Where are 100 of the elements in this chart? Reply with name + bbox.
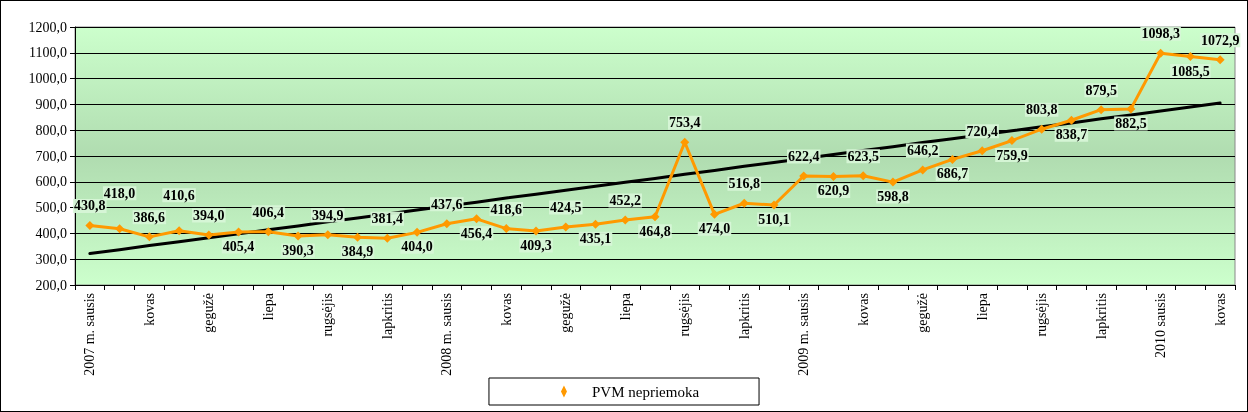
y-tick-label: 300,0 — [35, 251, 67, 267]
point — [1156, 48, 1166, 58]
x-tick-label: lapkritis — [1093, 293, 1109, 339]
point — [323, 230, 333, 240]
point — [650, 212, 660, 222]
data-label: 435,1 — [579, 231, 612, 247]
data-label: 390,3 — [282, 242, 314, 258]
x-tick-label: lapkritis — [736, 293, 752, 339]
data-label: 510,1 — [758, 211, 790, 227]
point — [472, 214, 482, 224]
y-tick-label: 500,0 — [35, 200, 67, 216]
point — [115, 224, 125, 234]
x-tick-label: kovas — [498, 293, 514, 326]
point — [174, 226, 184, 236]
data-label: 623,5 — [847, 148, 879, 164]
data-label: 464,8 — [639, 223, 671, 239]
data-label: 759,9 — [996, 147, 1028, 163]
x-tick-label: kovas — [141, 293, 157, 326]
x-tick-label: gegužė — [201, 293, 217, 333]
data-label: 381,4 — [371, 211, 404, 227]
y-tick-label: 1200,0 — [28, 19, 67, 35]
data-label: 1098,3 — [1141, 26, 1180, 42]
x-tick-label: rugsėjis — [320, 293, 336, 337]
x-tick-label: rugsėjis — [677, 293, 693, 337]
data-label: 598,8 — [877, 189, 909, 205]
data-label: 456,4 — [460, 225, 493, 241]
data-label: 409,3 — [520, 238, 552, 253]
y-tick-label: 800,0 — [35, 122, 67, 138]
y-tick-label: 200,0 — [35, 277, 67, 293]
legend-label: PVM nepriemoka — [591, 383, 700, 400]
data-label: 418,6 — [490, 201, 523, 217]
data-label: 424,5 — [550, 200, 582, 216]
data-label: 384,9 — [341, 244, 374, 260]
data-label: 430,8 — [74, 198, 106, 214]
x-tick-label: 2009 m. sausis — [796, 293, 812, 376]
point — [293, 231, 303, 241]
point — [85, 220, 95, 230]
y-tick-label: 1100,0 — [29, 45, 67, 61]
point — [382, 233, 392, 243]
x-tick-label: lapkritis — [379, 293, 395, 339]
y-tick-label: 700,0 — [35, 148, 67, 164]
data-label: 879,5 — [1085, 82, 1117, 98]
x-tick-label: kovas — [1212, 293, 1228, 326]
point — [1126, 104, 1136, 114]
data-label: 1085,5 — [1171, 63, 1210, 79]
data-label: 620,9 — [817, 183, 850, 199]
data-label: 406,4 — [252, 204, 285, 220]
point — [709, 209, 719, 219]
x-tick-label: liepa — [260, 292, 276, 321]
data-label: 646,2 — [906, 142, 939, 158]
point — [442, 219, 452, 229]
x-tick-label: liepa — [974, 292, 990, 321]
data-label: 418,0 — [103, 185, 136, 201]
point — [918, 165, 928, 175]
point — [947, 154, 957, 164]
data-label: 394,9 — [312, 207, 344, 223]
point — [1037, 124, 1047, 134]
data-label: 516,8 — [728, 176, 760, 192]
point — [531, 226, 541, 236]
data-label: 753,4 — [668, 115, 701, 131]
point — [739, 198, 749, 208]
data-label: 437,6 — [431, 196, 463, 212]
x-tick-label: 2007 m. sausis — [82, 293, 98, 376]
data-label: 404,0 — [401, 239, 433, 255]
point — [1007, 136, 1017, 146]
x-tick-label: 2010 sausis — [1153, 293, 1169, 358]
x-tick-label: gegužė — [558, 293, 574, 333]
x-tick-label: gegužė — [915, 293, 931, 333]
x-tick-label: rugsėjis — [1034, 293, 1050, 337]
x-tick-label: 2008 m. sausis — [439, 293, 455, 376]
point — [680, 137, 690, 147]
data-label: 452,2 — [609, 192, 642, 208]
point — [501, 224, 511, 234]
y-tick-label: 600,0 — [35, 174, 67, 190]
data-label: 803,8 — [1025, 102, 1058, 118]
point — [769, 200, 779, 210]
data-label: 686,7 — [936, 166, 969, 182]
data-label: 882,5 — [1115, 115, 1147, 131]
x-tick-label: kovas — [855, 293, 871, 326]
data-label: 386,6 — [133, 209, 166, 225]
y-tick-label: 900,0 — [35, 96, 67, 112]
y-tick-label: 400,0 — [35, 225, 67, 241]
data-label: 838,7 — [1055, 127, 1088, 143]
point — [888, 177, 898, 187]
point — [858, 171, 868, 181]
point — [977, 146, 987, 156]
point — [204, 230, 214, 240]
point — [1096, 105, 1106, 115]
point — [412, 227, 422, 237]
data-label: 405,4 — [222, 239, 255, 255]
data-label: 720,4 — [966, 123, 998, 139]
x-tick-label: liepa — [617, 292, 633, 321]
point — [144, 232, 154, 242]
data-label: 1072,9 — [1200, 32, 1240, 48]
data-label: 410,6 — [163, 187, 195, 203]
point — [1185, 52, 1195, 62]
data-label: 394,0 — [193, 207, 225, 223]
point — [620, 215, 630, 225]
point — [1066, 115, 1076, 125]
data-label: 622,4 — [787, 149, 820, 165]
